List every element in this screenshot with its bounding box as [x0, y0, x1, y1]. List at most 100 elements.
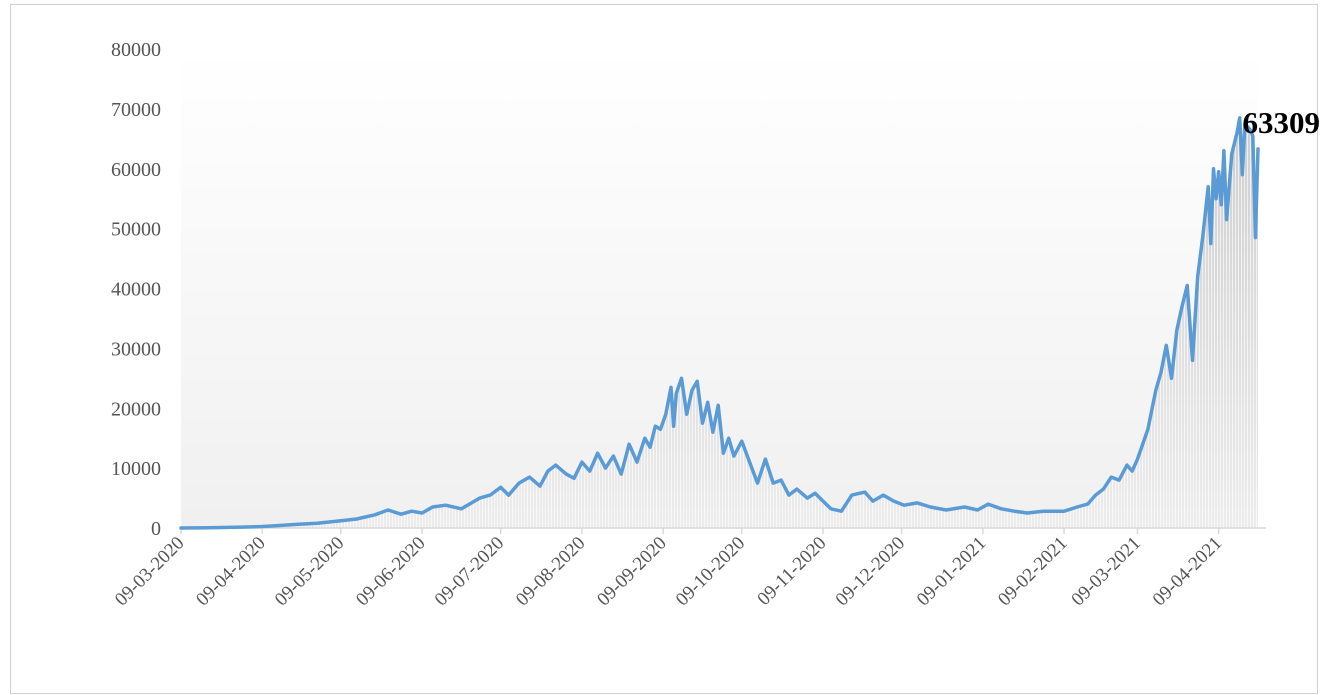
x-tick-label: 09-07-2020 — [431, 533, 509, 611]
data-point — [916, 501, 919, 504]
data-point — [612, 455, 615, 458]
x-tick-label: 09-04-2020 — [192, 533, 270, 611]
data-point — [554, 464, 557, 467]
data-point — [421, 512, 424, 515]
area-stripes — [181, 117, 1258, 529]
data-point — [596, 452, 599, 455]
x-tick-label: 09-03-2020 — [111, 533, 189, 611]
data-point — [1181, 305, 1184, 308]
data-point — [316, 522, 319, 525]
data-point — [518, 482, 521, 485]
data-point — [339, 519, 342, 522]
data-point — [696, 380, 699, 383]
data-point — [1013, 510, 1016, 513]
data-point — [373, 513, 376, 516]
y-tick-label: 60000 — [111, 159, 161, 181]
data-point — [1000, 507, 1003, 510]
data-point — [1131, 470, 1134, 473]
data-point — [717, 404, 720, 407]
data-point — [654, 425, 657, 428]
data-point — [711, 431, 714, 434]
data-point — [945, 509, 948, 512]
data-point — [1225, 218, 1228, 221]
data-point — [1063, 510, 1066, 513]
data-point — [1222, 149, 1225, 152]
y-tick-label: 70000 — [111, 99, 161, 121]
data-point — [1076, 506, 1079, 509]
data-point — [691, 389, 694, 392]
data-point — [787, 494, 790, 497]
data-point — [863, 491, 866, 494]
x-tick-label: 09-10-2020 — [672, 533, 750, 611]
data-point — [1141, 443, 1144, 446]
data-point — [588, 470, 591, 473]
data-point — [780, 479, 783, 482]
data-point — [882, 494, 885, 497]
data-point — [1257, 147, 1260, 150]
data-point — [903, 504, 906, 507]
data-point — [507, 494, 510, 497]
data-point — [1118, 479, 1121, 482]
data-point — [1209, 242, 1212, 245]
chart-frame: 0 10000 20000 30000 40000 50000 60000 70000 8000… — [10, 4, 1319, 694]
data-point — [814, 492, 817, 495]
y-tick-label: 40000 — [111, 279, 161, 301]
data-point — [1110, 476, 1113, 479]
data-point — [829, 507, 832, 510]
data-point — [1160, 371, 1163, 374]
x-tick-label: 09-11-2020 — [754, 533, 831, 610]
data-point — [410, 510, 413, 513]
data-point — [1215, 197, 1218, 200]
data-point — [1220, 203, 1223, 206]
data-point — [355, 518, 358, 521]
data-point — [636, 461, 639, 464]
x-tick-label: 09-12-2020 — [832, 533, 910, 611]
data-point — [892, 500, 895, 503]
data-point — [499, 486, 502, 489]
data-point — [840, 510, 843, 513]
data-point — [460, 507, 463, 510]
data-point — [987, 503, 990, 506]
data-point — [261, 525, 264, 528]
data-point — [1241, 173, 1244, 176]
data-point — [208, 526, 211, 529]
y-tick-label: 50000 — [111, 219, 161, 241]
x-tick-label: 09-08-2020 — [512, 533, 590, 611]
data-point — [431, 506, 434, 509]
data-point — [1217, 170, 1220, 173]
data-point — [740, 440, 743, 443]
data-point — [240, 526, 243, 529]
y-tick-label: 80000 — [111, 39, 161, 61]
data-point — [1146, 428, 1149, 431]
series-line — [179, 116, 1260, 530]
x-tick-label: 09-04-2021 — [1149, 533, 1227, 611]
data-point — [580, 461, 583, 464]
data-point — [664, 413, 667, 416]
data-point — [1154, 389, 1157, 392]
data-point — [628, 443, 631, 446]
y-tick-label: 20000 — [111, 398, 161, 420]
y-tick-label: 10000 — [111, 458, 161, 480]
data-point — [1196, 275, 1199, 278]
x-tick-label: 09-09-2020 — [593, 533, 671, 611]
data-point — [732, 455, 735, 458]
x-tick-label: 09-03-2021 — [1067, 533, 1145, 611]
data-point — [1236, 131, 1239, 134]
data-point — [756, 482, 759, 485]
data-point — [528, 476, 531, 479]
data-point — [976, 509, 979, 512]
data-point — [444, 504, 447, 507]
data-point — [478, 497, 481, 500]
data-point — [1026, 512, 1029, 515]
x-tick-label: 09-01-2021 — [913, 533, 991, 611]
data-point — [1086, 503, 1089, 506]
data-point — [1191, 359, 1194, 362]
data-point — [1207, 185, 1210, 188]
data-point — [1238, 116, 1241, 119]
data-point — [1230, 152, 1233, 155]
data-point — [675, 392, 678, 395]
x-tick-label: 09-06-2020 — [352, 533, 430, 611]
data-point — [772, 482, 775, 485]
data-point — [604, 467, 607, 470]
data-point — [701, 422, 704, 425]
